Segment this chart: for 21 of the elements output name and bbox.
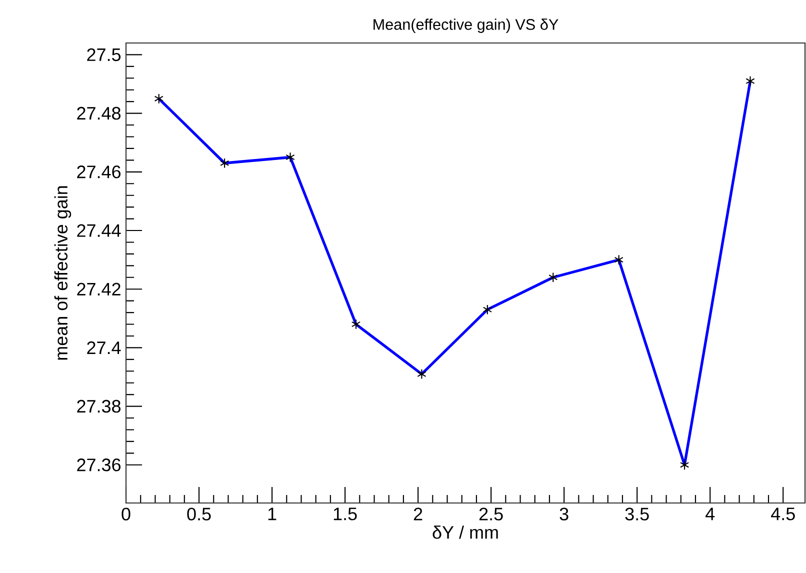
y-tick-label: 27.38 bbox=[77, 400, 120, 413]
x-tick-label: 0 bbox=[122, 508, 130, 520]
y-tick-label: 27.4 bbox=[87, 341, 121, 354]
y-tick-label: 27.42 bbox=[77, 282, 120, 296]
y-tick-label: 27.46 bbox=[77, 166, 120, 178]
x-tick-label: 1.5 bbox=[334, 508, 357, 520]
x-axis-title: δY / mm bbox=[432, 526, 498, 539]
x-tick-label: 1 bbox=[268, 508, 276, 520]
y-tick-label: 27.44 bbox=[77, 224, 121, 237]
y-tick-label: 27.5 bbox=[87, 48, 121, 62]
x-tick-label: 2 bbox=[414, 508, 422, 520]
x-tick-label: 3 bbox=[560, 508, 568, 520]
x-tick-label: 3.5 bbox=[625, 508, 649, 520]
y-axis-title: mean of effective gain bbox=[54, 186, 72, 360]
y-tick-label: 27.36 bbox=[77, 458, 120, 472]
y-tick-label: 27.48 bbox=[77, 106, 120, 120]
x-tick-label: 0.5 bbox=[187, 508, 211, 520]
x-tick-label: 2.5 bbox=[479, 508, 503, 520]
x-tick-label: 4 bbox=[706, 508, 715, 520]
chart-title: Mean(effective gain) VS δY bbox=[374, 18, 558, 33]
x-tick-label: 4.5 bbox=[771, 508, 795, 520]
